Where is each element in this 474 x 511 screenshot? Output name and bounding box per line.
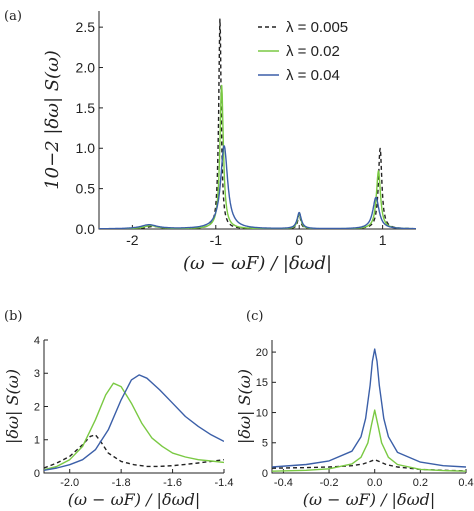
y-tick-label: 2.5: [76, 19, 96, 35]
x-tick-label: 0.4: [458, 477, 473, 489]
x-tick-label: -1.6: [163, 477, 182, 489]
y-tick-label: 15: [256, 377, 268, 389]
x-tick-label: -1.4: [215, 477, 234, 489]
series-line-1: [44, 382, 224, 471]
y-tick-label: 2: [34, 401, 40, 413]
y-tick-label: 0: [34, 468, 40, 480]
y-tick-label: 2.0: [76, 59, 96, 75]
y-axis-label: 10−2 |δω| S(ω): [42, 50, 63, 190]
x-axis-label: (ω − ωF) / |δωd|: [68, 490, 201, 509]
x-tick-label: -0.2: [320, 477, 339, 489]
x-tick-label: -1.8: [112, 477, 131, 489]
y-tick-label: 4: [34, 335, 40, 347]
y-tick-label: 0: [262, 468, 268, 480]
x-tick-label: 1: [379, 232, 387, 248]
axes-frame: [271, 340, 466, 474]
y-axis-label: |δω| S(ω): [3, 369, 22, 444]
x-tick-label: 0: [295, 232, 303, 248]
panel-0: (a) -2 -1 0 1 0.0 0.5 1.0 1.5 2.0 2.5 (ω − ωF) / |δ…: [4, 9, 416, 274]
series-line-2: [44, 374, 224, 471]
y-tick-label: 10: [256, 407, 268, 419]
panel-label: (c): [246, 309, 263, 324]
series-line-2: [272, 348, 466, 468]
panel-2: (c) -0.4 -0.2 0.0 0.2 0.4 0 5 10 15 20 (ω − ωF) / |…: [235, 309, 474, 509]
x-tick-label: -2: [126, 232, 139, 248]
x-tick-label: -1: [210, 232, 223, 248]
y-tick-label: 20: [256, 347, 268, 359]
y-axis-label: |δω| S(ω): [235, 369, 254, 444]
series-line-1: [272, 409, 466, 472]
y-tick-label: 0.0: [76, 221, 96, 237]
series-line-1: [99, 84, 416, 229]
series-line-0: [44, 434, 224, 469]
x-axis-label: (ω − ωF) / |δωd|: [183, 253, 332, 274]
panel-label: (b): [4, 309, 22, 324]
legend-entry: λ = 0.005: [286, 19, 348, 36]
x-tick-label: 0.2: [413, 477, 428, 489]
y-tick-label: 3: [34, 368, 40, 380]
y-tick-label: 1.0: [76, 140, 96, 156]
y-tick-label: 5: [262, 438, 268, 450]
panel-1: (b) -2.0 -1.8 -1.6 -1.4 0 1 2 3 4 (ω − ωF) / |δωd|…: [3, 309, 233, 509]
legend-entry: λ = 0.04: [286, 67, 340, 84]
series-line-2: [99, 145, 416, 229]
x-tick-label: -2.0: [60, 477, 79, 489]
y-tick-label: 1: [34, 435, 40, 447]
x-tick-label: -0.4: [274, 477, 293, 489]
y-tick-label: 0.5: [76, 181, 96, 197]
legend-entry: λ = 0.02: [286, 43, 340, 60]
axes-frame: [98, 11, 416, 230]
y-tick-label: 1.5: [76, 100, 96, 116]
series-line-0: [99, 18, 416, 229]
panel-label: (a): [4, 9, 22, 24]
axes-frame: [43, 340, 224, 474]
x-axis-label: (ω − ωF) / |δωd|: [303, 490, 436, 509]
x-tick-label: 0.0: [367, 477, 382, 489]
